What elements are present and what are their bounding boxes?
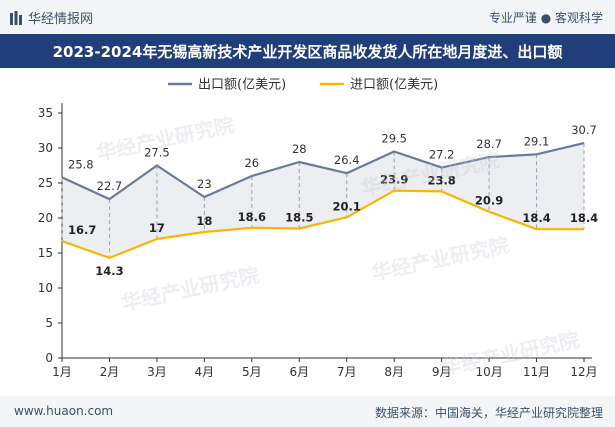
x-tick-label: 4月 [195,365,215,379]
y-tick-label: 35 [38,106,53,120]
data-label-export: 27.5 [144,146,170,160]
data-label-import: 23.9 [380,173,408,187]
line-chart: 0 5 10 15 20 25 30 35 1月 2月 3月 4月 5月 6月 7月 8月 9月 10月 11月 12… [38,78,598,380]
data-label-export: 29.5 [381,132,407,146]
series-line-export [61,142,585,201]
x-tick-label: 12月 [570,365,597,379]
x-tick-label: 1月 [52,365,72,379]
y-tick-label: 15 [38,246,53,260]
data-label-import: 23.8 [427,173,455,187]
series-line-import [61,189,584,259]
y-tick-label: 0 [45,351,53,365]
data-label-import: 18.4 [522,211,550,225]
x-tick-label: 5月 [242,365,262,379]
y-tick-label: 30 [38,141,53,155]
x-tick-label: 10月 [475,365,502,379]
brand: 华经情报网 [10,8,93,27]
x-tick-label: 2月 [100,365,120,379]
title-bar: 2023-2024年无锡高新技术产业开发区商品收发货人所在地月度进、出口额 [0,34,615,68]
data-label-import: 20.9 [475,194,503,208]
data-label-export: 30.7 [571,123,597,137]
y-tick-label: 20 [38,211,53,225]
y-tick-label: 10 [38,281,53,295]
data-label-export: 29.1 [524,134,550,148]
x-tick-label: 6月 [289,365,309,379]
y-tick-label: 25 [38,176,53,190]
data-source: 数据来源：中国海关，华经产业研究院整理 [374,406,603,420]
y-tick-label: 5 [45,316,53,330]
legend-label-export: 出口额(亿美元) [198,78,286,93]
data-label-export: 28.7 [476,137,502,151]
x-tick-label: 9月 [432,365,452,379]
footer: www.huaon.com 数据来源：中国海关，华经产业研究院整理 [0,396,615,427]
brand-logo-icon [10,10,22,25]
data-label-import: 16.7 [68,223,96,237]
x-tick-label: 7月 [337,365,357,379]
x-tick-label: 3月 [147,365,167,379]
data-label-export: 25.8 [68,157,94,171]
data-label-import: 18.4 [570,211,598,225]
x-tick-label: 11月 [523,365,550,379]
data-label-import: 18.6 [238,210,266,224]
data-label-export: 28 [292,142,307,156]
legend-label-import: 进口额(亿美元) [350,78,438,93]
data-label-export: 26 [244,156,259,170]
chart-area: 华经产业研究院 华经产业研究院 华经产业研究院 华经产业研究院 华经产业研究院 … [0,68,615,396]
data-label-export: 27.2 [429,148,455,162]
brand-name: 华经情报网 [28,12,94,27]
data-label-export: 23 [197,177,212,191]
data-label-export: 26.4 [334,153,360,167]
x-tick-label: 8月 [384,365,404,379]
range-band [62,143,584,258]
data-label-export: 22.7 [97,179,123,193]
data-label-import: 18.5 [285,211,313,225]
data-label-import: 20.1 [333,199,361,213]
data-label-import: 17 [149,221,165,235]
data-label-import: 18 [196,214,212,228]
top-bar: 华经情报网 专业严谨 ● 客观科学 [0,0,615,34]
chart-title: 2023-2024年无锡高新技术产业开发区商品收发货人所在地月度进、出口额 [52,43,563,61]
slogan: 专业严谨 ● 客观科学 [488,11,603,25]
data-label-import: 14.3 [95,264,123,278]
website-link[interactable]: www.huaon.com [14,404,114,418]
